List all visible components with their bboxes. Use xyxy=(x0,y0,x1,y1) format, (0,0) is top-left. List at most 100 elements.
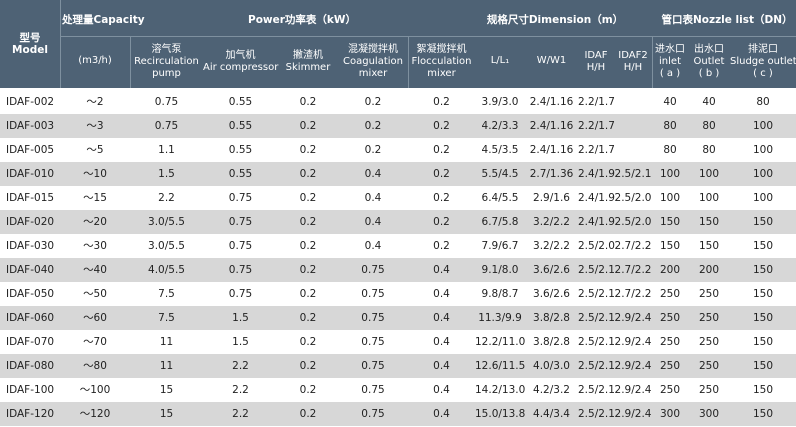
inlet-cell: 100 xyxy=(659,168,681,180)
table-row: IDAF-020 ～20 3.0/5.5 0.75 0.2 0.4 0.2 6.7/5.8 3.… xyxy=(0,210,796,234)
length-cell: 9.8/8.7 xyxy=(481,288,519,300)
flocculation-mixer-cell: 0.4 xyxy=(433,384,450,396)
capacity-group-header: 处理量Capacity xyxy=(62,14,145,26)
capacity-cell: ～3 xyxy=(86,120,104,132)
width-cell: 3.2/2.2 xyxy=(533,240,570,252)
header-divider xyxy=(60,0,61,88)
flocculation-mixer-cell: 0.4 xyxy=(433,360,450,372)
sludge-outlet-cell: 150 xyxy=(752,336,774,348)
outlet-cell: 250 xyxy=(698,288,720,300)
skimmer-cell: 0.2 xyxy=(299,264,317,276)
sludge-outlet-cell: 100 xyxy=(752,168,774,180)
inlet-column-header: 进水口 inlet( a ) xyxy=(655,44,685,79)
coagulation-mixer-cell: 0.2 xyxy=(364,144,382,156)
table-row: IDAF-040 ～40 4.0/5.5 0.75 0.2 0.75 0.4 9.1/8.0 3… xyxy=(0,258,796,282)
table-row: IDAF-060 ～60 7.5 1.5 0.2 0.75 0.4 11.3/9.9 3.8/2… xyxy=(0,306,796,330)
sludge-outlet-cell: 100 xyxy=(752,192,774,204)
idaf-height-cell: 2.2/1.7 xyxy=(578,96,615,108)
length-cell: 12.6/11.5 xyxy=(475,360,526,372)
outlet-cell: 250 xyxy=(698,384,720,396)
length-cell: 9.1/8.0 xyxy=(481,264,519,276)
idaf-height-cell: 2.5/2.1 xyxy=(578,408,615,420)
idaf-height-cell: 2.4/1.9 xyxy=(578,192,615,204)
width-cell: 3.8/2.8 xyxy=(533,312,570,324)
header-divider xyxy=(130,36,131,88)
coagulation-mixer-cell: 0.2 xyxy=(364,120,382,132)
inlet-cell: 300 xyxy=(659,408,681,420)
table-row: IDAF-002 ～2 0.75 0.55 0.2 0.2 0.2 3.9/3.0 2.4/1.… xyxy=(0,90,796,114)
width-cell: 4.2/3.2 xyxy=(533,384,570,396)
length-cell: 6.7/5.8 xyxy=(481,216,519,228)
air-compressor-cell: 2.2 xyxy=(232,384,249,396)
width-cell: 4.0/3.0 xyxy=(533,360,570,372)
width-cell: 3.8/2.8 xyxy=(533,336,570,348)
header-divider xyxy=(408,36,409,88)
flocculation-mixer-cell: 0.4 xyxy=(433,288,450,300)
idaf-height-cell: 2.2/1.7 xyxy=(578,120,615,132)
model-cell: IDAF-060 xyxy=(6,312,55,324)
flocculation-mixer-cell: 0.2 xyxy=(433,144,450,156)
capacity-cell: ～40 xyxy=(83,264,107,276)
length-cell: 11.3/9.9 xyxy=(478,312,522,324)
capacity-cell: ～10 xyxy=(83,168,107,180)
skimmer-cell: 0.2 xyxy=(299,168,317,180)
skimmer-cell: 0.2 xyxy=(299,120,317,132)
flocculation-mixer-cell: 0.4 xyxy=(433,312,450,324)
capacity-cell: ～60 xyxy=(83,312,107,324)
inlet-cell: 40 xyxy=(663,96,677,108)
sludge-outlet-cell: 150 xyxy=(752,360,774,372)
air-compressor-cell: 0.75 xyxy=(228,288,253,300)
model-cell: IDAF-015 xyxy=(6,192,55,204)
length-cell: 3.9/3.0 xyxy=(481,96,519,108)
outlet-cell: 40 xyxy=(702,96,716,108)
length-column-header: L/L₁ xyxy=(490,55,510,66)
air-compressor-cell: 0.75 xyxy=(228,192,253,204)
width-cell: 2.9/1.6 xyxy=(533,192,570,204)
skimmer-cell: 0.2 xyxy=(299,360,317,372)
width-cell: 3.2/2.2 xyxy=(533,216,570,228)
coagulation-mixer-cell: 0.75 xyxy=(361,336,385,348)
outlet-cell: 200 xyxy=(698,264,720,276)
inlet-cell: 250 xyxy=(659,360,681,372)
capacity-cell: ～50 xyxy=(83,288,107,300)
recirculation-pump-cell: 7.5 xyxy=(158,288,175,300)
model-header: 型号 Model xyxy=(12,32,48,56)
idaf2-height-cell: 2.7/2.2 xyxy=(614,264,652,276)
table-row: IDAF-015 ～15 2.2 0.75 0.2 0.4 0.2 6.4/5.5 2.9/1.… xyxy=(0,186,796,210)
air-compressor-cell: 0.75 xyxy=(228,216,253,228)
capacity-cell: ～80 xyxy=(83,360,107,372)
sludge-outlet-column-header: 排泥口 Sludge outlet( c ) xyxy=(730,44,796,79)
model-cell: IDAF-010 xyxy=(6,168,55,180)
air-compressor-cell: 0.55 xyxy=(228,168,253,180)
sludge-outlet-cell: 150 xyxy=(752,408,774,420)
sludge-outlet-cell: 100 xyxy=(752,120,774,132)
idaf2-height-cell: 2.5/2.0 xyxy=(614,216,652,228)
coagulation-mixer-column-header: 混凝搅拌机 Coagulation mixer xyxy=(343,44,403,79)
outlet-cell: 100 xyxy=(698,168,720,180)
outlet-cell: 80 xyxy=(702,120,716,132)
header-divider xyxy=(652,36,653,88)
length-cell: 15.0/13.8 xyxy=(475,408,526,420)
coagulation-mixer-cell: 0.75 xyxy=(361,312,385,324)
idaf2-height-cell: 2.5/2.0 xyxy=(614,192,652,204)
outlet-cell: 250 xyxy=(698,360,720,372)
inlet-cell: 80 xyxy=(663,120,677,132)
idaf2-height-cell: 2.9/2.4 xyxy=(614,312,652,324)
skimmer-cell: 0.2 xyxy=(299,288,317,300)
idaf-height-cell: 2.4/1.9 xyxy=(578,168,615,180)
flocculation-mixer-cell: 0.2 xyxy=(433,120,450,132)
width-cell: 2.4/1.16 xyxy=(529,144,574,156)
length-cell: 7.9/6.7 xyxy=(481,240,519,252)
capacity-cell: ～100 xyxy=(79,384,111,396)
outlet-cell: 250 xyxy=(698,336,720,348)
recirculation-pump-cell: 15 xyxy=(159,408,174,420)
outlet-cell: 150 xyxy=(698,240,720,252)
air-compressor-cell: 0.55 xyxy=(228,144,253,156)
model-cell: IDAF-005 xyxy=(6,144,55,156)
coagulation-mixer-cell: 0.4 xyxy=(364,240,382,252)
flocculation-mixer-cell: 0.2 xyxy=(433,96,450,108)
capacity-cell: ～20 xyxy=(83,216,107,228)
capacity-column-header: (m3/h) xyxy=(78,55,112,66)
skimmer-cell: 0.2 xyxy=(299,96,317,108)
